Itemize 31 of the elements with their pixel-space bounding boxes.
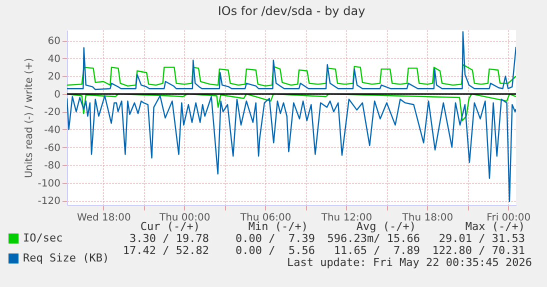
text: 122.80 / 70.31: [432, 244, 525, 257]
text: Min (-/+): [248, 220, 308, 233]
y-tick-label: 40: [48, 54, 60, 65]
text: Max (-/+): [465, 220, 525, 233]
y-tick-label: 0: [54, 89, 60, 100]
y-tick-label: 20: [48, 72, 60, 83]
y-tick-label: -40: [44, 124, 60, 136]
line-series: [67, 95, 516, 202]
y-tick-label: -100: [38, 178, 60, 190]
line-series: [67, 31, 516, 90]
text: 17.42 / 52.82: [122, 244, 209, 257]
y-tick-label: -20: [44, 107, 60, 118]
line-series: [67, 64, 516, 87]
legend-label: Req Size (KB): [23, 252, 110, 264]
text: Cur (-/+): [140, 220, 200, 233]
y-tick-label: -60: [44, 142, 60, 154]
legend-label: IO/sec: [23, 232, 63, 244]
text: 0.00 / 7.39: [236, 232, 315, 245]
chart-title: IOs for /dev/sda - by day: [218, 4, 366, 18]
text: 0.00 / 5.56: [236, 244, 315, 257]
text: Last update: Fri May 22 00:35:45 2026: [286, 256, 532, 269]
line-series: [67, 93, 516, 122]
text: 29.01 / 31.53: [438, 232, 525, 245]
y-tick-label: 60: [48, 36, 60, 48]
x-tick-label: Wed 18:00: [77, 212, 131, 224]
text: 11.65 / 7.89: [334, 244, 420, 257]
y-tick-label: -80: [44, 160, 60, 172]
text: 596.23m/ 15.66: [327, 232, 420, 245]
text: 3.30 / 19.78: [130, 232, 209, 245]
y-tick-label: -120: [38, 196, 60, 208]
y-axis-title: Units read (-) / write (+): [24, 58, 35, 178]
